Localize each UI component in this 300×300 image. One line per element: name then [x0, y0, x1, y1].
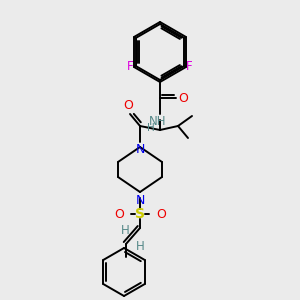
- Text: F: F: [186, 61, 193, 74]
- Text: F: F: [127, 61, 134, 74]
- Text: O: O: [178, 92, 188, 104]
- Text: O: O: [114, 208, 124, 220]
- Text: N: N: [135, 143, 145, 156]
- Text: H: H: [147, 123, 155, 133]
- Text: H: H: [136, 239, 145, 253]
- Text: O: O: [156, 208, 166, 220]
- Text: NH: NH: [149, 115, 167, 128]
- Text: S: S: [135, 207, 145, 221]
- Text: O: O: [123, 99, 133, 112]
- Text: N: N: [135, 194, 145, 207]
- Text: H: H: [121, 224, 130, 236]
